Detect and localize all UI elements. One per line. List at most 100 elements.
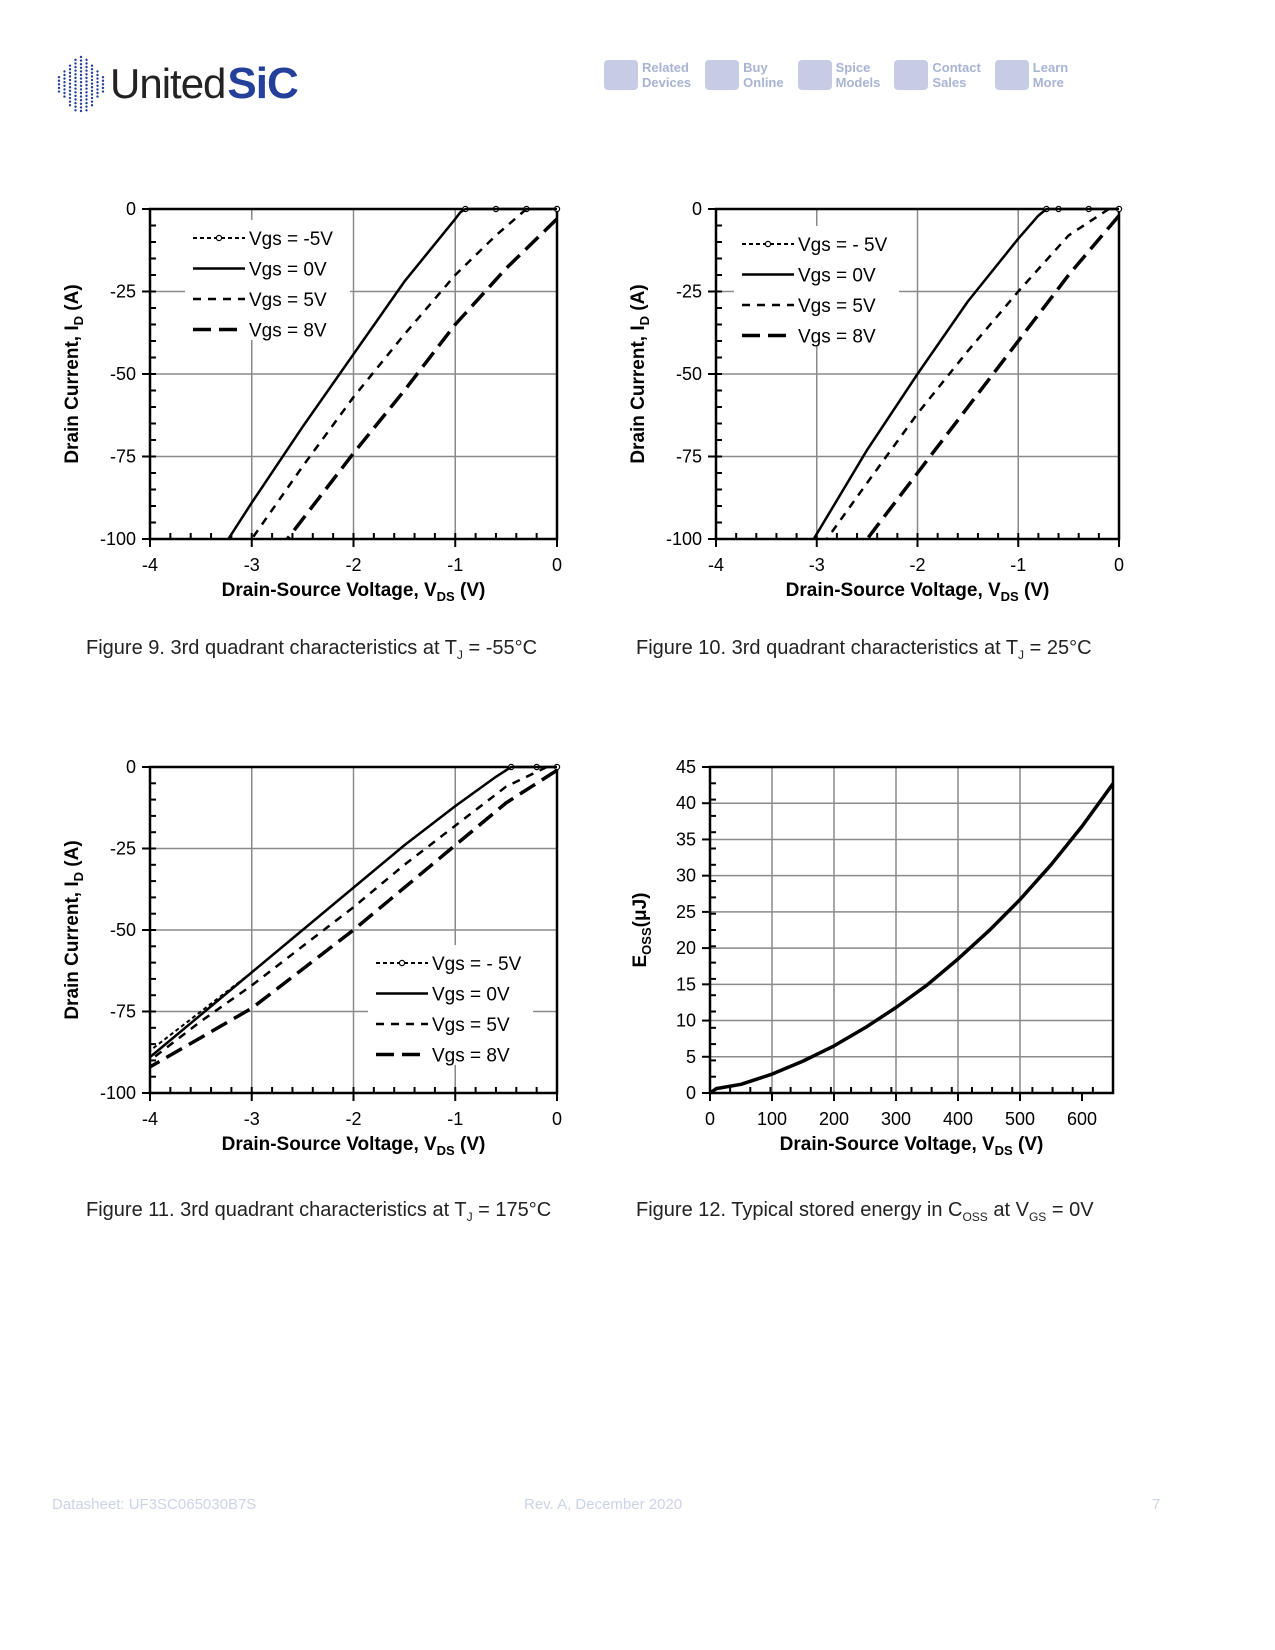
y-tick-label: -50 (676, 364, 702, 384)
caption-text: Figure 9. 3rd quadrant characteristics a… (86, 637, 457, 659)
x-tick-label: 0 (552, 1109, 562, 1129)
logo-dot (85, 65, 88, 69)
logo-dot (85, 58, 88, 62)
y-axis-label: EOSS(μJ) (630, 892, 654, 967)
logo-dot (63, 91, 66, 95)
caption-tail: = 0V (1046, 1199, 1094, 1221)
y-axis-label-sub: D (71, 872, 86, 881)
legend-label: Vgs = -5V (249, 229, 333, 250)
logo-dot (101, 79, 105, 82)
logo-dot (79, 70, 83, 73)
logo-dot (85, 98, 88, 101)
logo-dot (74, 94, 77, 98)
logo-dot (85, 62, 88, 65)
logo-dot (96, 77, 99, 80)
logo-dot (96, 84, 99, 87)
logo-dot (74, 91, 77, 94)
unitedsic-logo[interactable]: United SiC (56, 52, 299, 116)
x-axis-label-tail: (V) (1019, 580, 1050, 601)
logo-dot (68, 71, 72, 75)
y-tick-label: -100 (100, 1083, 136, 1103)
x-tick-label: -4 (142, 1109, 158, 1129)
nav-contact[interactable]: Contact Sales (894, 60, 981, 90)
nav-label: Contact Sales (932, 60, 980, 90)
x-axis-label: Drain-Source Voltage, VDS (V) (780, 1134, 1044, 1158)
nav-spice[interactable]: Spice Models (797, 60, 881, 90)
logo-dot (85, 87, 88, 90)
legend-marker (215, 234, 223, 242)
legend-label: Vgs = 0V (249, 260, 327, 281)
logo-dot (63, 95, 66, 98)
nav-label-line2: Sales (932, 75, 967, 90)
y-axis-label: Drain Current, ID (A) (62, 840, 86, 1019)
logo-dot (90, 78, 94, 82)
logo-dot (68, 93, 72, 96)
y-axis-label-tail: (μJ) (630, 892, 651, 927)
x-tick-label: 600 (1067, 1109, 1097, 1129)
x-tick-label: 300 (881, 1109, 911, 1129)
nav-label-line1: Contact (932, 60, 981, 75)
x-axis-label-sub: DS (995, 1143, 1013, 1158)
logo-dot (96, 91, 99, 95)
series-line-vgs-5v (149, 765, 548, 1062)
logo-dot (57, 83, 61, 86)
logo-dot (79, 77, 83, 80)
y-tick-label: 0 (692, 199, 702, 219)
logo-dot (79, 63, 83, 66)
x-axis-label: Drain-Source Voltage, VDS (V) (222, 1134, 486, 1158)
logo-dot (101, 75, 105, 79)
x-tick-label: 500 (1005, 1109, 1035, 1129)
logo-dot (79, 66, 83, 69)
logo-dot (79, 88, 83, 91)
logo-dot (74, 65, 77, 69)
logo-dot (90, 86, 94, 89)
footer-page-number: 7 (1152, 1496, 1161, 1513)
chip-icon (604, 60, 638, 90)
logo-dot (85, 73, 88, 76)
logo-dot (96, 81, 99, 84)
figure-9-caption: Figure 9. 3rd quadrant characteristics a… (86, 637, 537, 662)
x-axis-label-tail: (V) (455, 580, 486, 601)
x-tick-label: 400 (943, 1109, 973, 1129)
x-tick-label: -4 (708, 555, 724, 575)
legend-label: Vgs = 8V (798, 327, 876, 348)
legend-label: Vgs = 5V (249, 290, 327, 311)
caption-tail: = 25°C (1024, 637, 1092, 659)
y-tick-label: 10 (676, 1011, 696, 1031)
logo-dot (90, 104, 94, 107)
logo-dot (57, 86, 61, 90)
y-tick-label: 15 (676, 974, 696, 994)
legend-box (185, 220, 350, 340)
gears-icon (797, 60, 832, 90)
nav-label-line2: Models (835, 75, 881, 90)
x-tick-label: 0 (1114, 555, 1124, 575)
nav-buy[interactable]: Buy Online (705, 60, 784, 90)
nav-label-line1: Spice (835, 60, 871, 75)
figure-10-caption: Figure 10. 3rd quadrant characteristics … (636, 637, 1092, 662)
x-tick-label: -2 (345, 555, 361, 575)
chart-9: -4 -3 -2 -1 0 -100 -75 -50 -25 0 Vgs = -5V Vgs = 0V… (62, 199, 562, 604)
logo-dot (85, 101, 88, 105)
logo-dot (74, 101, 77, 105)
logo-dot (85, 105, 88, 108)
y-tick-label: 0 (126, 199, 136, 219)
y-axis-label-text: Drain Current, I (628, 325, 649, 463)
y-tick-label: 0 (126, 757, 136, 777)
logo-dot (63, 73, 66, 77)
y-tick-label: 0 (686, 1083, 696, 1103)
logo-dot (101, 83, 105, 86)
legend-label: Vgs = 8V (432, 1046, 510, 1067)
nav-label-line1: Buy (743, 60, 768, 75)
legend-box (368, 945, 533, 1065)
logo-dot (74, 80, 77, 83)
logo-dot (96, 88, 99, 91)
chart-12: 0 100 200 300 400 500 600 0 5 10 15 20 25 30 35 40 45 Dra… (630, 757, 1115, 1158)
x-axis-label-tail: (V) (455, 1134, 486, 1155)
nav-related[interactable]: Related Devices (604, 60, 691, 90)
nav-learn[interactable]: Learn More (994, 60, 1068, 90)
y-tick-label: 40 (676, 793, 696, 813)
logo-dot (85, 109, 88, 112)
logo-dot (79, 109, 83, 113)
plot-frame (148, 207, 559, 541)
